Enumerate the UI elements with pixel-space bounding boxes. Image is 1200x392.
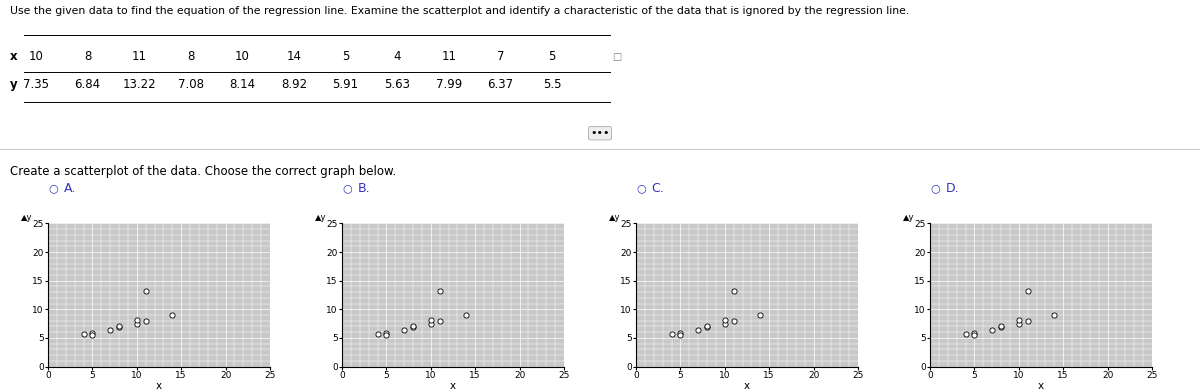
Point	[127, 317, 146, 323]
Point	[1045, 312, 1064, 319]
Point	[715, 317, 734, 323]
Point	[991, 323, 1010, 329]
X-axis label: x: x	[156, 381, 162, 391]
Point	[1009, 317, 1028, 323]
Text: 7: 7	[497, 50, 504, 64]
Text: D.: D.	[946, 181, 959, 195]
Text: 13.22: 13.22	[122, 78, 156, 91]
Point	[671, 332, 690, 338]
Point	[163, 312, 182, 319]
Text: ▲y: ▲y	[316, 213, 326, 222]
Text: 5: 5	[548, 50, 556, 64]
Point	[136, 288, 155, 294]
Point	[956, 331, 976, 338]
Point	[983, 327, 1002, 333]
Point	[377, 330, 396, 336]
Text: Use the given data to find the equation of the regression line. Examine the scat: Use the given data to find the equation …	[10, 6, 908, 16]
Text: □: □	[612, 52, 622, 62]
Text: 8.92: 8.92	[281, 78, 307, 91]
Point	[751, 312, 770, 319]
Point	[368, 331, 388, 338]
Text: 6.37: 6.37	[487, 78, 514, 91]
Text: 8: 8	[84, 50, 91, 64]
Text: •••: •••	[590, 128, 610, 138]
Text: 7.35: 7.35	[23, 78, 49, 91]
Text: 8.14: 8.14	[229, 78, 256, 91]
Point	[430, 288, 449, 294]
Point	[671, 330, 690, 336]
Point	[965, 332, 984, 338]
Text: y: y	[10, 78, 17, 91]
Text: 5.5: 5.5	[542, 78, 562, 91]
Point	[430, 318, 449, 324]
Text: 11: 11	[442, 50, 456, 64]
Point	[421, 317, 440, 323]
Text: ○: ○	[48, 183, 58, 193]
Text: 7.99: 7.99	[436, 78, 462, 91]
Point	[715, 321, 734, 328]
Text: 5.63: 5.63	[384, 78, 410, 91]
Point	[377, 332, 396, 338]
X-axis label: x: x	[744, 381, 750, 391]
Point	[689, 327, 708, 333]
Point	[697, 324, 716, 330]
Point	[724, 318, 743, 324]
Text: ○: ○	[930, 183, 940, 193]
Point	[1018, 288, 1037, 294]
Point	[1009, 321, 1028, 328]
Text: ▲y: ▲y	[904, 213, 914, 222]
X-axis label: x: x	[1038, 381, 1044, 391]
Point	[74, 331, 94, 338]
Point	[109, 324, 128, 330]
Point	[101, 327, 120, 333]
Text: 14: 14	[287, 50, 301, 64]
Text: ▲y: ▲y	[22, 213, 32, 222]
Text: 8: 8	[187, 50, 194, 64]
Point	[403, 324, 422, 330]
Point	[109, 323, 128, 329]
Text: ○: ○	[636, 183, 646, 193]
Point	[457, 312, 476, 319]
Text: 5.91: 5.91	[332, 78, 359, 91]
Text: x: x	[10, 50, 17, 64]
Text: ▲y: ▲y	[610, 213, 620, 222]
Text: C.: C.	[652, 181, 665, 195]
Text: ○: ○	[342, 183, 352, 193]
Point	[965, 330, 984, 336]
Point	[136, 318, 155, 324]
Text: 4: 4	[394, 50, 401, 64]
Text: Create a scatterplot of the data. Choose the correct graph below.: Create a scatterplot of the data. Choose…	[10, 165, 396, 178]
Point	[127, 321, 146, 328]
Text: 5: 5	[342, 50, 349, 64]
Point	[83, 332, 102, 338]
Text: 6.84: 6.84	[74, 78, 101, 91]
Point	[421, 321, 440, 328]
Text: 10: 10	[29, 50, 43, 64]
Point	[697, 323, 716, 329]
X-axis label: x: x	[450, 381, 456, 391]
Point	[403, 323, 422, 329]
Point	[83, 330, 102, 336]
Text: 11: 11	[132, 50, 146, 64]
Point	[395, 327, 414, 333]
Text: B.: B.	[358, 181, 371, 195]
Point	[662, 331, 682, 338]
Point	[1018, 318, 1037, 324]
Point	[991, 324, 1010, 330]
Point	[724, 288, 743, 294]
Text: A.: A.	[64, 181, 76, 195]
Text: 7.08: 7.08	[178, 78, 204, 91]
Text: 10: 10	[235, 50, 250, 64]
